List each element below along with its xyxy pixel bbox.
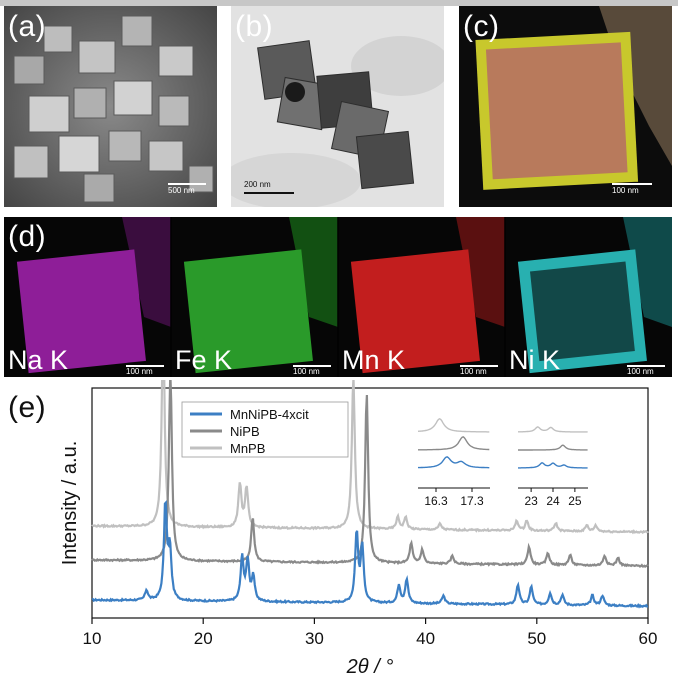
inset-line-1-1	[518, 444, 588, 451]
map-label-mn: Mn K	[342, 345, 406, 375]
inset-tick-label-1: 23	[524, 494, 538, 508]
inset-tick-label-0: 16.3	[424, 494, 448, 508]
legend-label-1: NiPB	[230, 424, 260, 439]
panel-label-c: (c)	[463, 10, 500, 43]
series-line-1	[91, 380, 649, 568]
panel-label-a: (a)	[8, 10, 47, 43]
scale-bar-b	[244, 192, 294, 194]
panel-label-d: (d)	[8, 220, 47, 253]
plot-area: 10 20 30 40 50 60 2θ / ° Intensity / a.u. MnNiPB…	[59, 380, 657, 678]
scale-text-c: 100 nm	[612, 186, 639, 195]
inset-line-1-0	[518, 462, 588, 469]
y-axis-label: Intensity / a.u.	[59, 441, 81, 566]
inset-tick-label-0: 17.3	[460, 494, 484, 508]
map-label-fe: Fe K	[175, 345, 233, 375]
xrd-chart: 10 20 30 40 50 60 2θ / ° Intensity / a.u. MnNiPB…	[59, 380, 657, 678]
scale-bar-mn	[460, 365, 498, 367]
inset-line-1-2	[518, 426, 588, 433]
scale-text-mn: 100 nm	[460, 367, 487, 376]
legend-box	[181, 401, 349, 458]
series-line-0	[91, 499, 648, 609]
x-tick-label: 50	[527, 629, 546, 648]
sem-image	[4, 6, 217, 207]
inset-tick-label-1: 24	[546, 494, 560, 508]
inset-tick-label-1: 25	[568, 494, 582, 508]
scale-bar-ni	[627, 365, 665, 367]
top-border	[0, 0, 678, 6]
plot-frame	[91, 387, 649, 619]
eds-overlay-image	[459, 6, 672, 207]
scale-text-a: 500 nm	[168, 186, 195, 195]
scale-text-ni: 100 nm	[627, 367, 654, 376]
scale-bar-fe	[293, 365, 331, 367]
x-tick-label: 10	[83, 629, 102, 648]
x-tick-label: 30	[305, 629, 324, 648]
scale-bar-c	[612, 183, 652, 185]
legend-label-0: MnNiPB-4xcit	[230, 407, 309, 422]
x-tick-label: 60	[639, 629, 658, 648]
inset-line-0-1	[418, 436, 490, 451]
tem-image	[231, 6, 444, 207]
map-label-na: Na K	[8, 345, 69, 375]
scale-text-na: 100 nm	[126, 367, 153, 376]
scale-bar-a	[168, 183, 206, 185]
scale-bar-na	[126, 365, 164, 367]
map-label-ni: Ni K	[509, 345, 561, 375]
panel-label-b: (b)	[235, 10, 274, 43]
x-tick-label: 20	[194, 629, 213, 648]
scale-text-b: 200 nm	[244, 180, 271, 189]
legend-label-2: MnPB	[230, 441, 265, 456]
inset-line-0-0	[418, 456, 490, 469]
x-tick-label: 40	[416, 629, 435, 648]
panel-label-e: (e)	[8, 391, 47, 424]
eds-map-strip	[4, 217, 672, 377]
scale-text-fe: 100 nm	[293, 367, 320, 376]
x-axis-label: 2θ / °	[346, 656, 394, 678]
inset-line-0-2	[417, 418, 490, 433]
